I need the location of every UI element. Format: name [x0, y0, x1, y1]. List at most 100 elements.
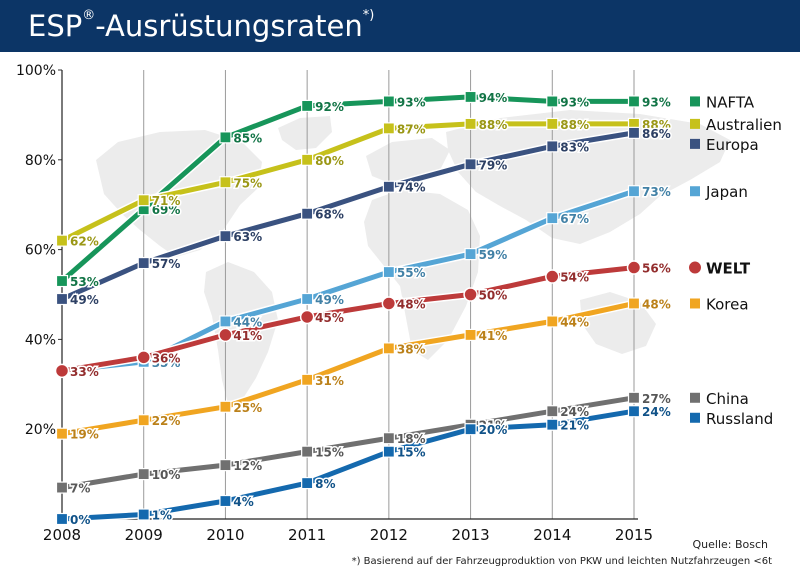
point-japan: [219, 315, 232, 328]
chart-title-main: ESP: [28, 9, 83, 43]
point-korea: [382, 342, 395, 355]
data-label-russland: 4%: [233, 495, 253, 509]
data-label-nafta: 92%: [315, 100, 344, 114]
point-russland: [137, 508, 150, 521]
data-label-welt: 33%: [70, 365, 99, 379]
data-label-europa: 49%: [70, 293, 99, 307]
point-china: [55, 481, 69, 494]
data-label-australien: 62%: [70, 235, 99, 249]
point-korea: [55, 427, 69, 440]
data-label-europa: 79%: [479, 158, 508, 172]
line-chart: 20% 40% 60% 80% 100% 2008 2009 2010 2011 2012 2013…: [16, 63, 782, 544]
point-korea: [546, 315, 559, 328]
data-label-china: 21%: [479, 419, 508, 433]
series-lines: [54, 90, 642, 526]
data-label-welt: 50%: [479, 289, 508, 303]
series-line-australien: [59, 121, 637, 244]
legend-marker-russland: [690, 412, 700, 423]
data-label-japan: 44%: [233, 315, 262, 329]
point-russland: [219, 494, 232, 508]
data-label-china: 10%: [152, 468, 181, 482]
point-china: [546, 405, 559, 418]
point-australien: [219, 176, 232, 189]
legend-marker-japan: [690, 186, 700, 197]
legend-marker-china: [690, 392, 700, 403]
y-tick-label: 60%: [25, 243, 56, 259]
point-australien: [464, 117, 477, 130]
data-label-welt: 36%: [152, 351, 181, 365]
point-europa: [546, 140, 559, 153]
data-label-nafta: 94%: [479, 91, 508, 105]
point-europa: [137, 256, 150, 270]
point-russland: [546, 418, 559, 431]
data-label-china: 12%: [233, 459, 262, 473]
series-line-korea: [59, 301, 637, 437]
point-russland: [301, 476, 314, 490]
data-label-china: 24%: [560, 405, 589, 419]
data-label-japan: 73%: [642, 185, 671, 199]
source-note: Quelle: Bosch: [692, 538, 768, 551]
data-label-russland: 20%: [479, 423, 508, 437]
data-label-australien: 75%: [233, 176, 262, 190]
point-australien: [137, 194, 150, 207]
data-label-china: 18%: [397, 432, 426, 446]
y-tick-label: 100%: [16, 63, 56, 79]
point-russland: [464, 423, 477, 436]
point-europa: [627, 126, 641, 139]
data-label-korea: 48%: [642, 297, 671, 311]
data-label-australien: 88%: [560, 118, 589, 132]
legend-label-japan: Japan: [705, 183, 748, 201]
point-europa: [301, 207, 314, 220]
point-nafta: [382, 95, 395, 108]
data-label-welt: 41%: [233, 329, 262, 343]
legend-label-europa: Europa: [706, 136, 759, 154]
point-welt: [545, 269, 560, 284]
point-nafta: [301, 99, 314, 113]
series-line-welt: [59, 265, 637, 374]
data-label-nafta: 93%: [642, 95, 671, 109]
legend-label-nafta: NAFTA: [706, 93, 755, 111]
data-label-welt: 48%: [397, 297, 426, 311]
data-label-japan: 67%: [560, 212, 589, 226]
point-china: [627, 391, 641, 404]
point-welt: [299, 309, 315, 325]
point-welt: [218, 327, 233, 343]
data-label-europa: 57%: [152, 257, 181, 271]
x-tick-label: 2015: [615, 526, 653, 544]
point-japan: [627, 185, 641, 198]
data-label-europa: 74%: [397, 181, 426, 195]
point-korea: [464, 328, 477, 342]
point-australien: [382, 122, 395, 135]
legend-marker-europa: [690, 138, 700, 149]
legend-label-china: China: [706, 390, 749, 408]
x-tick-label: 2013: [451, 526, 489, 544]
point-australien: [301, 153, 314, 166]
point-nafta: [464, 90, 477, 104]
point-australien: [546, 117, 559, 130]
chart-title-rest: -Ausrüstungsraten: [95, 9, 363, 43]
legend-label-korea: Korea: [706, 295, 749, 313]
y-tick-label: 40%: [25, 332, 56, 348]
point-china: [382, 432, 395, 445]
y-tick-label: 80%: [25, 153, 56, 169]
series-line-russland: [59, 408, 637, 522]
data-label-europa: 83%: [560, 140, 589, 154]
legend-marker-korea: [690, 298, 700, 309]
point-europa: [219, 230, 232, 243]
data-label-japan: 55%: [397, 266, 426, 280]
series-line-europa: [59, 130, 637, 302]
data-label-europa: 63%: [233, 230, 262, 244]
data-label-china: 27%: [642, 392, 671, 406]
data-label-australien: 87%: [397, 122, 426, 136]
point-japan: [464, 247, 477, 261]
data-label-welt: 56%: [642, 262, 671, 276]
point-russland: [627, 405, 641, 418]
data-label-japan: 49%: [315, 293, 344, 307]
data-label-korea: 25%: [233, 401, 262, 415]
x-tick-label: 2010: [206, 526, 244, 544]
data-label-russland: 15%: [397, 446, 426, 460]
x-tick-label: 2011: [288, 526, 326, 544]
point-australien: [55, 234, 69, 247]
chart-title: ESP®-Ausrüstungsraten*): [28, 9, 374, 44]
world-map-background: [96, 110, 730, 404]
